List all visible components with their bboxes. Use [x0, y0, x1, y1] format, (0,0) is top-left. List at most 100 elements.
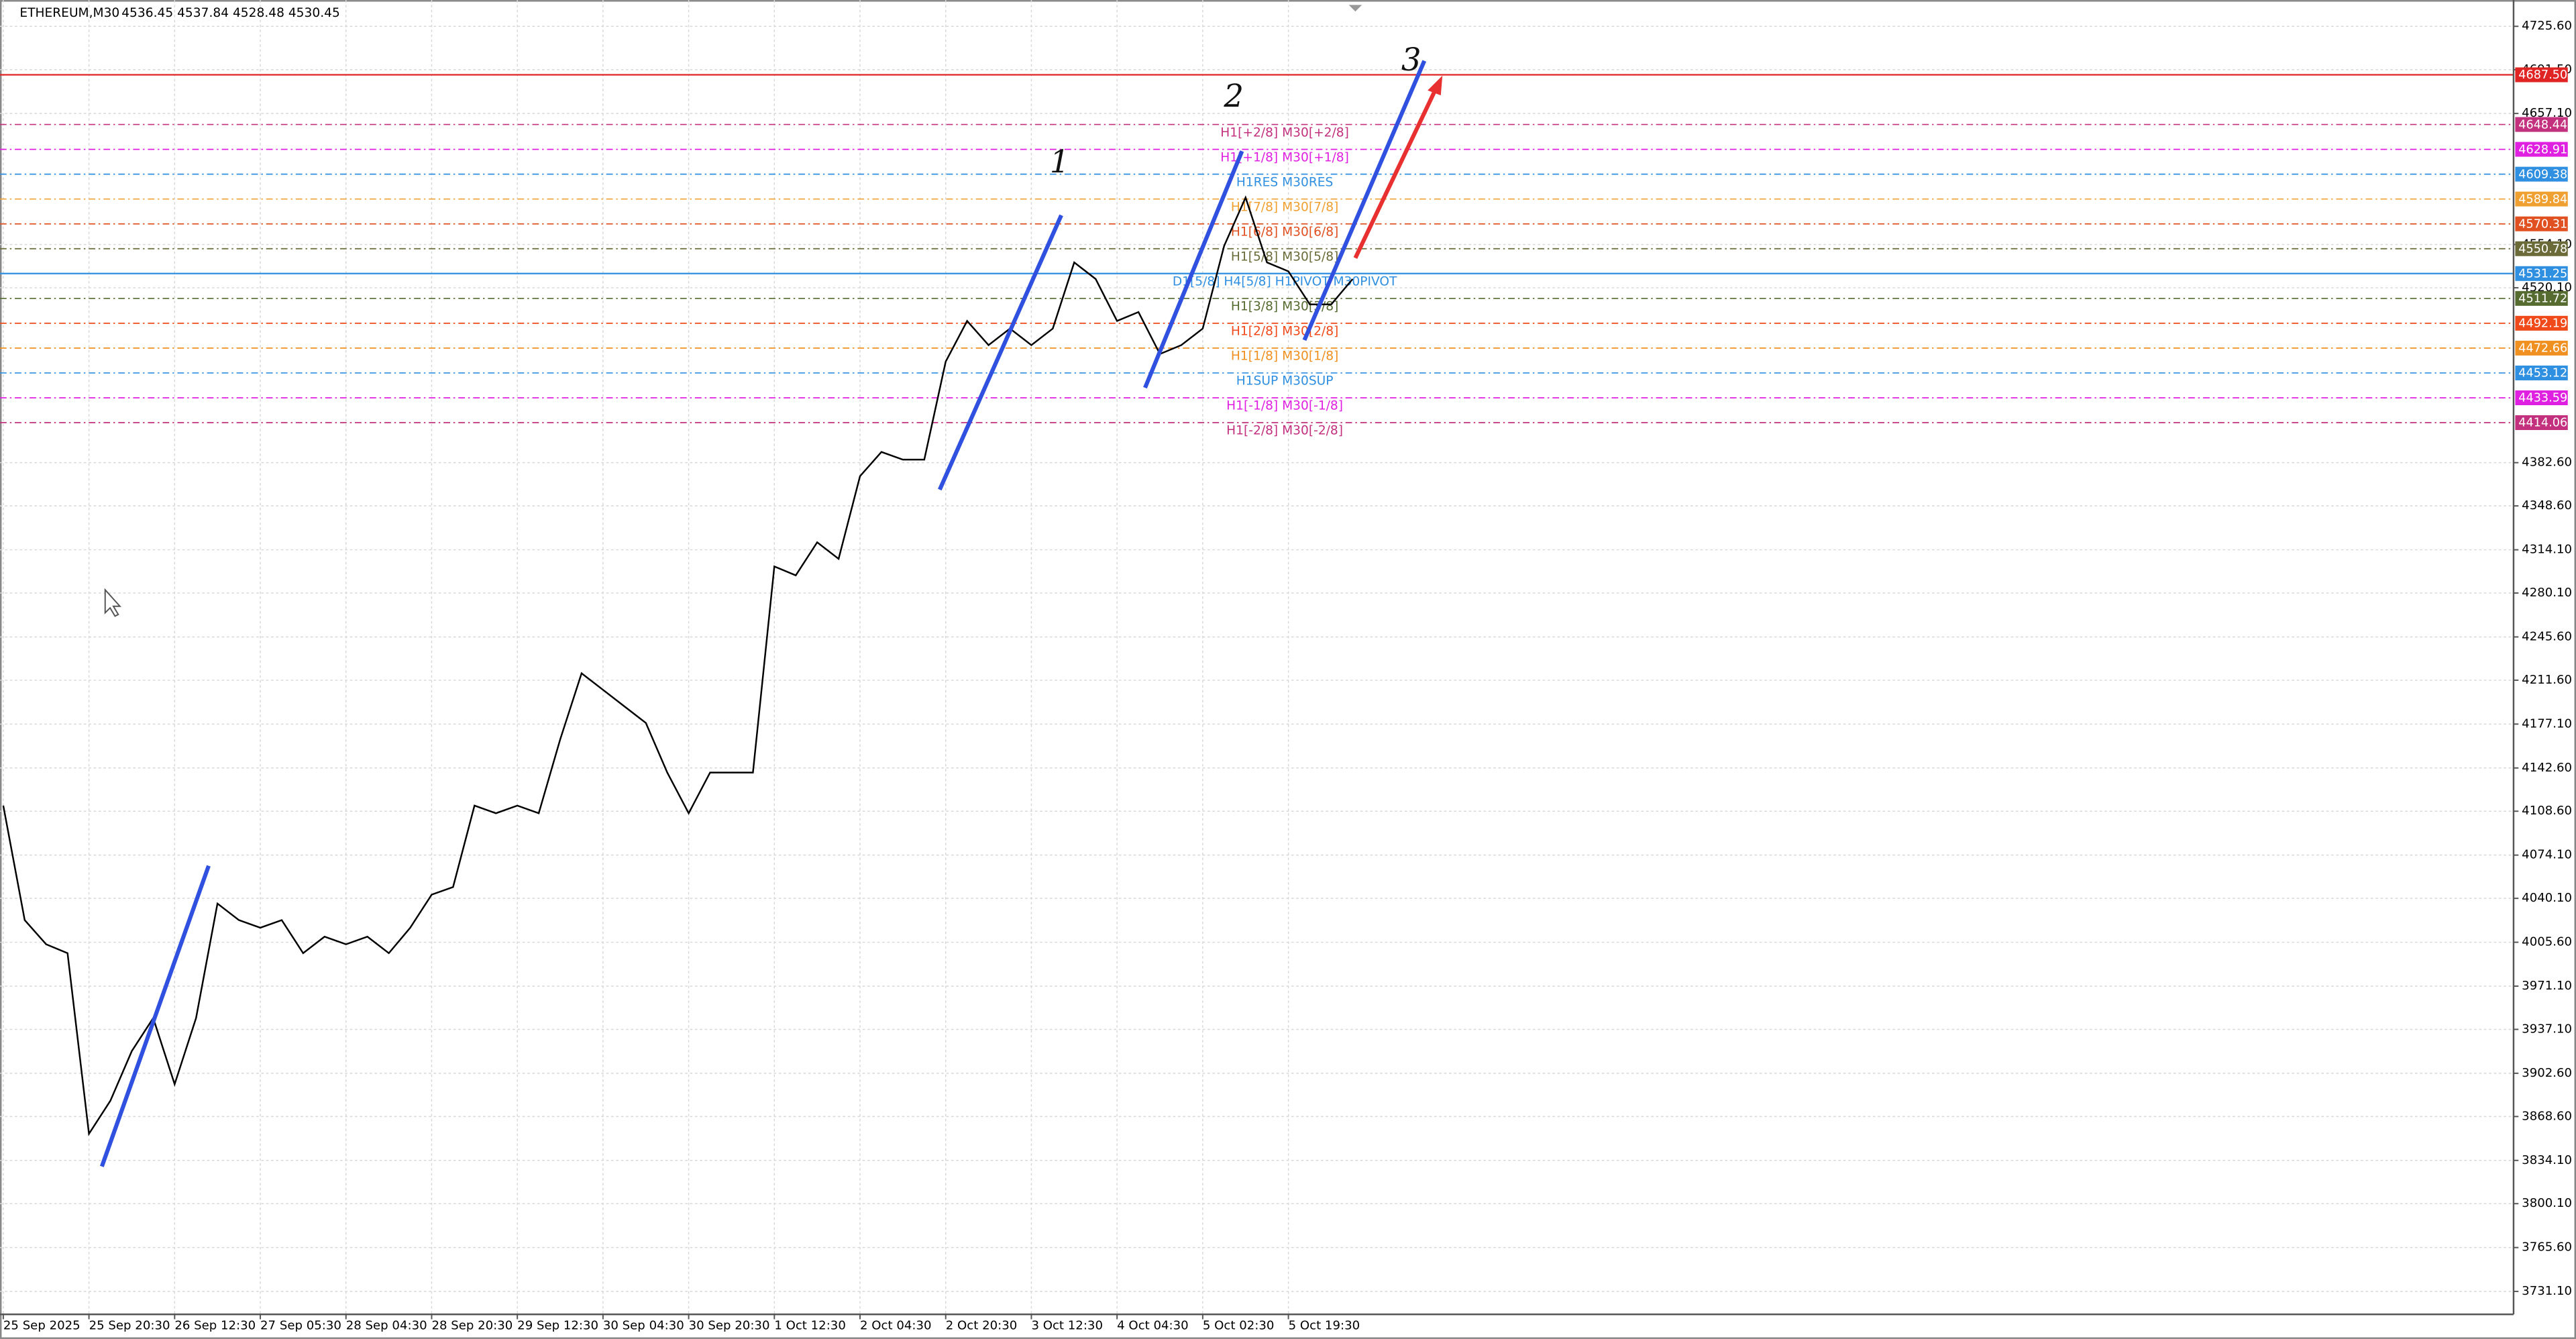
price-tag [2515, 166, 2568, 182]
trend-line [99, 865, 211, 1167]
level-label: H1[-2/8] M30[-2/8] [1226, 424, 1343, 438]
y-tick-label: 3800.10 [2522, 1196, 2572, 1210]
annotation: 2 [1223, 78, 1244, 114]
price-line [2, 195, 1354, 1136]
price-series [2, 195, 1354, 1136]
level-label: H1[+2/8] M30[+2/8] [1220, 125, 1349, 140]
grid [0, 0, 2514, 1315]
x-tick-label: 5 Oct 02:30 [1203, 1318, 1275, 1332]
price-tag [2515, 340, 2568, 356]
price-tag-label: 4628.91 [2518, 143, 2567, 156]
level-label: H1[6/8] M30[6/8] [1231, 225, 1338, 239]
drawings: 1 2 3 [99, 5, 1443, 1167]
y-tick-label: 4657.10 [2522, 106, 2572, 120]
level-label: H1[3/8] M30[3/8] [1231, 300, 1338, 314]
price-tag [2515, 216, 2568, 231]
level-label: H1SUP M30SUP [1236, 374, 1334, 388]
y-tick-label: 4108.60 [2522, 804, 2572, 818]
trend-line [1143, 150, 1244, 389]
level-label: H1[-1/8] M30[-1/8] [1226, 399, 1343, 413]
price-tag [2515, 415, 2568, 431]
price-tag-label: 4433.59 [2518, 392, 2567, 405]
price-tag [2515, 390, 2568, 405]
y-tick-label: 4040.10 [2522, 891, 2572, 905]
x-tick-label: 30 Sep 04:30 [603, 1318, 684, 1332]
y-tick-label: 3834.10 [2522, 1153, 2572, 1167]
price-tag [2515, 142, 2568, 157]
annotation: 1 [1050, 144, 1070, 180]
level-label: D1[5/8] H4[5/8] H1PIVOT M30PIVOT [1173, 275, 1397, 289]
price-tag [2515, 365, 2568, 380]
price-tag [2515, 266, 2568, 281]
annotation: 3 [1401, 42, 1421, 78]
x-tick-label: 25 Sep 20:30 [89, 1318, 170, 1332]
ohlc: 4536.45 4537.84 4528.48 4530.45 [121, 6, 340, 20]
arrow-line [1353, 87, 1438, 259]
price-tag-label: 4589.84 [2518, 193, 2567, 206]
y-tick-label: 3902.60 [2522, 1066, 2572, 1080]
y-tick-label: 4314.10 [2522, 543, 2572, 557]
y-tick-label: 4382.60 [2522, 456, 2572, 470]
price-tag [2515, 290, 2568, 306]
price-tag-label: 4550.78 [2518, 242, 2567, 256]
price-tag [2515, 315, 2568, 331]
x-tick-label: 28 Sep 04:30 [346, 1318, 427, 1332]
price-tag-label: 4472.66 [2518, 342, 2567, 356]
price-tag-label: 4453.12 [2518, 367, 2567, 380]
level-label: H1RES M30RES [1236, 175, 1334, 189]
price-tag [2515, 117, 2568, 132]
x-tick-label: 2 Oct 04:30 [860, 1318, 932, 1332]
price-tag-label: 4687.50 [2518, 68, 2567, 82]
y-tick-label: 4348.60 [2522, 498, 2572, 513]
price-tag-label: 4414.06 [2518, 417, 2567, 430]
level-label: H1[1/8] M30[1/8] [1231, 350, 1338, 364]
level-label: H1[+1/8] M30[+1/8] [1220, 150, 1349, 164]
x-tick-label: 5 Oct 19:30 [1289, 1318, 1360, 1332]
y-tick-label: 4005.60 [2522, 935, 2572, 949]
y-tick-label: 4211.60 [2522, 673, 2572, 687]
trend-line [938, 214, 1063, 491]
x-tick-label: 25 Sep 2025 [3, 1318, 80, 1332]
price-tag [2515, 241, 2568, 256]
arrow-head [1428, 75, 1443, 96]
price-tag-label: 4511.72 [2518, 292, 2567, 306]
x-tick-label: 4 Oct 04:30 [1117, 1318, 1189, 1332]
y-tick-label: 4177.10 [2522, 716, 2572, 731]
axes: 4725.604691.504657.104554.104520.104382.… [2, 19, 2572, 1332]
level-label: H1[2/8] M30[2/8] [1231, 325, 1338, 339]
y-tick-label: 4725.60 [2522, 19, 2572, 33]
x-tick-label: 27 Sep 05:30 [260, 1318, 341, 1332]
y-tick-label: 3765.60 [2522, 1240, 2572, 1254]
trend-line [1302, 60, 1427, 341]
y-tick-label: 4280.10 [2522, 586, 2572, 600]
mouse-cursor [104, 588, 121, 617]
y-tick-label: 4245.60 [2522, 629, 2572, 643]
x-tick-label: 2 Oct 20:30 [946, 1318, 1018, 1332]
price-tag [2515, 67, 2568, 83]
x-tick-label: 1 Oct 12:30 [774, 1318, 846, 1332]
x-tick-label: 29 Sep 12:30 [517, 1318, 598, 1332]
y-tick-label: 3971.10 [2522, 979, 2572, 993]
price-tag-label: 4609.38 [2518, 168, 2567, 181]
y-tick-label: 4074.10 [2522, 848, 2572, 862]
price-tag-label: 4531.25 [2518, 268, 2567, 281]
level-label: H1[7/8] M30[7/8] [1231, 200, 1338, 214]
price-tag-label: 4648.44 [2518, 118, 2567, 131]
y-tick-label: 4142.60 [2522, 761, 2572, 775]
x-tick-label: 28 Sep 20:30 [431, 1318, 513, 1332]
price-tag [2515, 191, 2568, 207]
y-tick-label: 3731.10 [2522, 1284, 2572, 1298]
y-tick-label: 3868.60 [2522, 1109, 2572, 1123]
symbol: ETHEREUM,M30 [19, 6, 119, 20]
x-tick-label: 30 Sep 20:30 [689, 1318, 770, 1332]
y-tick-label: 3937.10 [2522, 1022, 2572, 1036]
scroll-marker [1348, 5, 1362, 12]
price-tag-label: 4492.19 [2518, 317, 2567, 331]
y-tick-label: 4520.10 [2522, 280, 2572, 294]
level-label: H1[5/8] M30[5/8] [1231, 250, 1338, 264]
x-tick-label: 3 Oct 12:30 [1031, 1318, 1103, 1332]
price-tag-label: 4570.31 [2518, 217, 2567, 231]
levels: H1[+2/8] M30[+2/8] H1[+1/8] M30[+1/8] H1RE… [0, 74, 2514, 438]
